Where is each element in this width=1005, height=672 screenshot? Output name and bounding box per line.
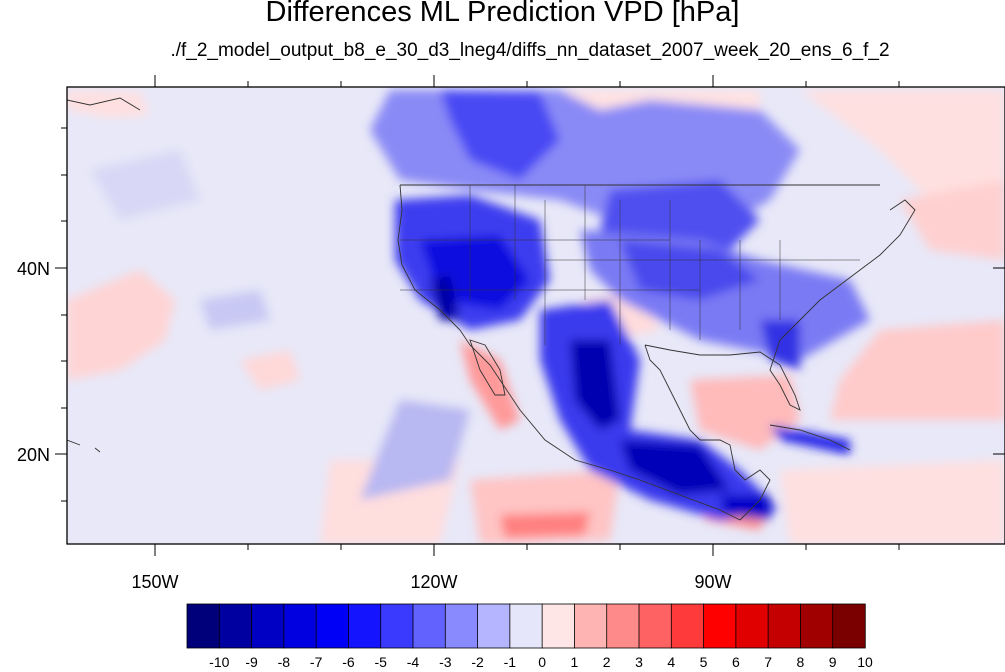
lat-label-20n: 20N <box>17 445 50 465</box>
colorbar-label: 10 <box>857 654 873 670</box>
colorbar-bin <box>380 603 414 649</box>
colorbar-bin <box>283 603 317 649</box>
colorbar-bin <box>348 603 382 649</box>
colorbar-label: 7 <box>764 654 772 670</box>
colorbar-bin <box>832 603 866 649</box>
colorbar-label: 2 <box>603 654 611 670</box>
colorbar-label: 3 <box>635 654 643 670</box>
coastlines <box>67 97 916 521</box>
lat-label-40n: 40N <box>17 259 50 279</box>
map-subtitle: ./f_2_model_output_b8_e_30_d3_lneg4/diff… <box>170 40 890 61</box>
colorbar-bin <box>800 603 834 649</box>
lon-label-150w: 150W <box>131 572 178 592</box>
colorbar-bin <box>638 603 672 649</box>
colorbar-label: 6 <box>732 654 740 670</box>
colorbar-bin <box>703 603 737 649</box>
colorbar-label: 1 <box>571 654 579 670</box>
colorbar-bin <box>477 603 511 649</box>
colorbar-label: -7 <box>310 654 323 670</box>
colorbar-label: -4 <box>407 654 420 670</box>
colorbar-bin <box>606 603 640 649</box>
colorbar-label: 5 <box>700 654 708 670</box>
map-title: Differences ML Prediction VPD [hPa] <box>265 0 740 28</box>
colorbar-label: 9 <box>829 654 837 670</box>
colorbar-label: -8 <box>278 654 291 670</box>
colorbar-label: -1 <box>504 654 517 670</box>
colorbar-bin <box>218 603 253 649</box>
colorbar-bin <box>315 603 350 649</box>
colorbar-bin <box>541 603 576 649</box>
colorbar-bin <box>251 603 285 649</box>
colorbar-bin <box>186 603 220 649</box>
colorbar: -10 -9 -8 -7 -6 -5 -4 -3 -2 -1 0 1 2 3 4 5 6 7 8 9 10 <box>186 603 873 670</box>
colorbar-label: -9 <box>245 654 258 670</box>
colorbar-label: -3 <box>439 654 452 670</box>
colorbar-bin <box>574 603 608 649</box>
colorbar-bin <box>735 603 769 649</box>
colorbar-label: 0 <box>538 654 546 670</box>
colorbar-label: -6 <box>342 654 355 670</box>
colorbar-label: -2 <box>471 654 484 670</box>
colorbar-label: -5 <box>374 654 387 670</box>
colorbar-bin <box>767 603 802 649</box>
vpd-difference-field <box>67 87 1005 544</box>
axis-ticks <box>55 75 1005 556</box>
colorbar-bin <box>444 603 479 649</box>
colorbar-bin <box>509 603 543 649</box>
lon-label-90w: 90W <box>694 572 731 592</box>
colorbar-label: 8 <box>797 654 805 670</box>
colorbar-label: 4 <box>667 654 675 670</box>
colorbar-label: -10 <box>209 654 229 670</box>
colorbar-bin <box>670 603 705 649</box>
colorbar-bin <box>412 603 446 649</box>
state-borders <box>400 185 860 345</box>
lon-label-120w: 120W <box>410 572 457 592</box>
